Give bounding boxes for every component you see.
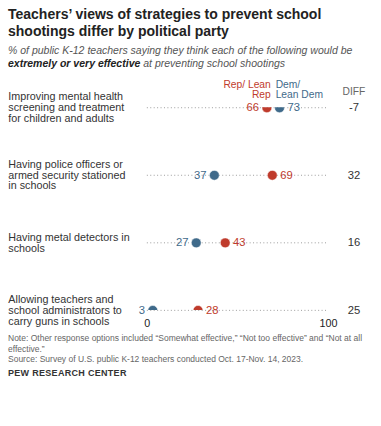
svg-text:43: 43 [233,236,246,248]
svg-text:Rep/ LeanRep: Rep/ LeanRep [223,79,271,100]
html-text:PEW RESEARCH CENTER: PEW RESEARCH CENTER [8,367,127,378]
html-text:Source: Survey of U.S. public: Source: Survey of U.S. public K-12 teach… [8,354,304,365]
svg-text:37: 37 [194,169,207,181]
svg-text:Having police officers orarmed: Having police officers orarmed security … [8,158,125,192]
svg-text:28: 28 [206,304,219,316]
svg-text:25: 25 [348,304,361,316]
svg-text:DIFF: DIFF [342,86,365,97]
svg-text:32: 32 [348,169,361,181]
svg-text:27: 27 [176,236,189,248]
svg-text:66: 66 [247,101,260,113]
svg-text:69: 69 [280,169,293,181]
svg-text:-7: -7 [349,101,359,113]
svg-text:Dem/Lean Dem: Dem/Lean Dem [276,79,323,100]
svg-text:Having metal detectors inschoo: Having metal detectors inschools [8,231,129,254]
svg-text:73: 73 [287,101,300,113]
svg-text:Improving mental healthscreeni: Improving mental healthscreening and tre… [8,90,124,124]
html-text:% of public K-12 teachers sayi: % of public K-12 teachers saying they th… [8,44,353,56]
svg-text:16: 16 [348,236,361,248]
svg-text:3: 3 [139,304,145,316]
svg-text:0: 0 [144,317,150,329]
svg-text:100: 100 [319,317,337,329]
html-text:extremely or very effective at: extremely or very effective at preventin… [8,57,286,69]
html-text:Note: Other response options i: Note: Other response options included “S… [8,333,362,354]
html-text:Teachers’ views of strategies: Teachers’ views of strategies to prevent… [8,6,322,39]
svg-text:Allowing teachers andschool ad: Allowing teachers andschool administrato… [8,293,122,327]
